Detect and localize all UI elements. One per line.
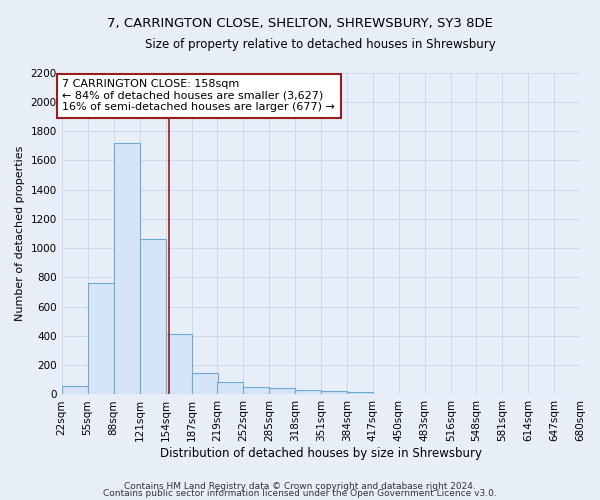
Bar [295, 390, 321, 394]
Bar [321, 391, 347, 394]
Bar [347, 392, 373, 394]
Bar [217, 382, 243, 394]
Bar [140, 240, 166, 394]
Bar [191, 373, 218, 394]
Bar [269, 388, 295, 394]
Text: Contains HM Land Registry data © Crown copyright and database right 2024.: Contains HM Land Registry data © Crown c… [124, 482, 476, 491]
Y-axis label: Number of detached properties: Number of detached properties [15, 146, 25, 321]
Bar [62, 386, 88, 394]
Bar [243, 388, 269, 394]
Text: Contains public sector information licensed under the Open Government Licence v3: Contains public sector information licen… [103, 489, 497, 498]
Bar [88, 283, 113, 395]
Bar [113, 142, 140, 394]
Title: Size of property relative to detached houses in Shrewsbury: Size of property relative to detached ho… [145, 38, 496, 51]
Bar [166, 334, 191, 394]
Text: 7 CARRINGTON CLOSE: 158sqm
← 84% of detached houses are smaller (3,627)
16% of s: 7 CARRINGTON CLOSE: 158sqm ← 84% of deta… [62, 79, 335, 112]
X-axis label: Distribution of detached houses by size in Shrewsbury: Distribution of detached houses by size … [160, 447, 482, 460]
Text: 7, CARRINGTON CLOSE, SHELTON, SHREWSBURY, SY3 8DE: 7, CARRINGTON CLOSE, SHELTON, SHREWSBURY… [107, 18, 493, 30]
